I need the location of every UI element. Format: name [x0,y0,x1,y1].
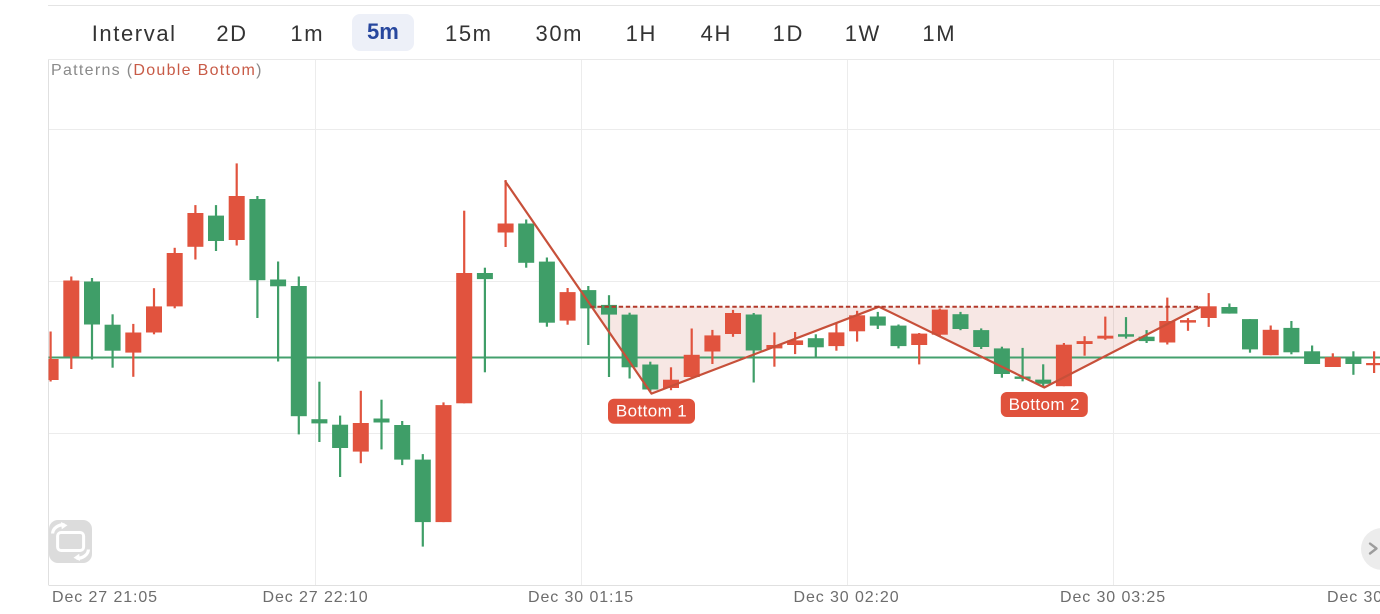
svg-text:Bottom 1: Bottom 1 [616,402,687,421]
svg-text:Bottom 2: Bottom 2 [1009,395,1080,414]
